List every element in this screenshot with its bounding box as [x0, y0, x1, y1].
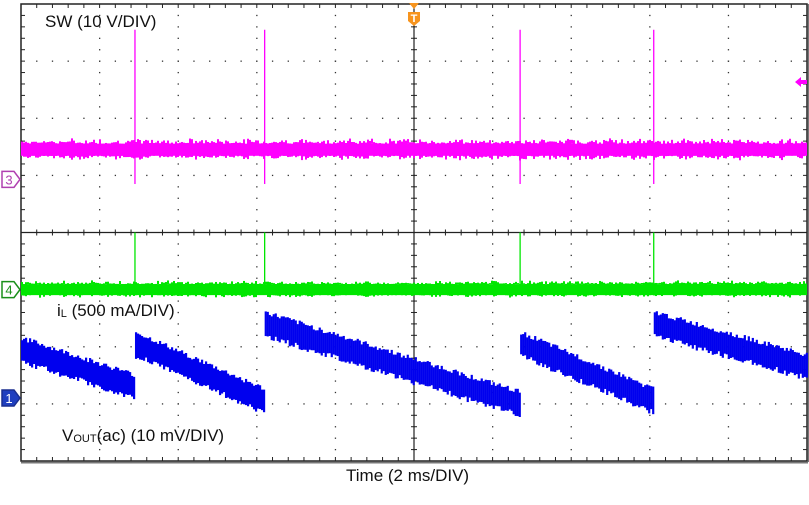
channel-4-marker: 4: [2, 282, 20, 298]
il-scale-label: iL (500 mA/DIV): [57, 301, 175, 321]
channel-1-marker-label: 1: [5, 391, 12, 406]
channel-3-marker: 3: [2, 171, 20, 187]
sw-level-arrow-icon: [795, 77, 807, 87]
sw-scale-text: SW (10 V/DIV): [45, 12, 156, 31]
trigger-marker: T: [408, 3, 420, 26]
vout-subscript: OUT: [73, 433, 96, 445]
il-scale-text: (500 mA/DIV): [67, 301, 175, 320]
channel-4-marker-label: 4: [5, 283, 12, 298]
sw-scale-label: SW (10 V/DIV): [45, 12, 156, 32]
channel-3-marker-label: 3: [5, 172, 12, 187]
channel-1-marker: 1: [2, 390, 20, 406]
il-waveform: [21, 280, 807, 297]
vout-symbol: V: [62, 426, 73, 445]
x-axis-label-text: Time (2 ms/DIV): [346, 466, 469, 485]
vout-scale-text: (ac) (10 mV/DIV): [97, 426, 225, 445]
vout-scale-label: VOUT(ac) (10 mV/DIV): [62, 426, 224, 446]
trigger-label: T: [411, 13, 418, 25]
trigger-arrow-icon: [409, 3, 419, 9]
x-axis-label: Time (2 ms/DIV): [346, 466, 469, 486]
